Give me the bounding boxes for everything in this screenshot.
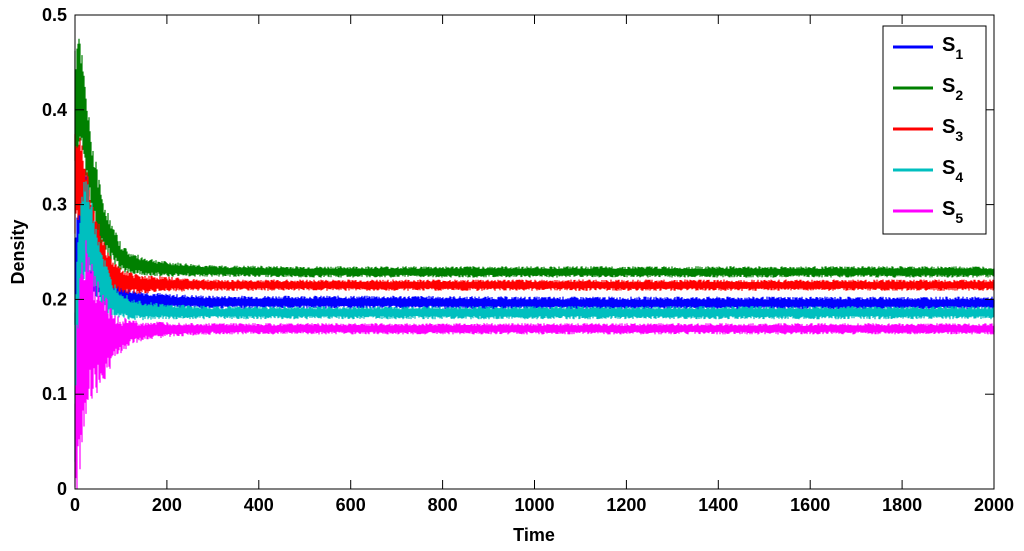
- x-tick-label: 600: [336, 495, 366, 515]
- series-layer: [74, 38, 995, 489]
- y-tick-label: 0.1: [42, 384, 67, 404]
- x-tick-label: 1400: [698, 495, 738, 515]
- y-tick-label: 0: [57, 479, 67, 499]
- plot-area-background: [75, 15, 994, 489]
- y-tick-label: 0.5: [42, 5, 67, 25]
- y-axis-label: Density: [8, 219, 28, 284]
- x-tick-label: 0: [70, 495, 80, 515]
- x-tick-label: 1600: [790, 495, 830, 515]
- x-tick-label: 1200: [606, 495, 646, 515]
- x-tick-label: 200: [152, 495, 182, 515]
- x-tick-label: 1000: [514, 495, 554, 515]
- x-tick-label: 2000: [974, 495, 1014, 515]
- y-tick-label: 0.2: [42, 289, 67, 309]
- tick-layer: 0 200 400 600 800 1000 1200 1400 1600 1800 2000 0 0.…: [42, 5, 1014, 515]
- x-tick-label: 800: [428, 495, 458, 515]
- x-axis-label: Time: [513, 525, 555, 545]
- x-tick-label: 400: [244, 495, 274, 515]
- y-tick-label: 0.3: [42, 195, 67, 215]
- y-tick-label: 0.4: [42, 100, 67, 120]
- x-tick-label: 1800: [882, 495, 922, 515]
